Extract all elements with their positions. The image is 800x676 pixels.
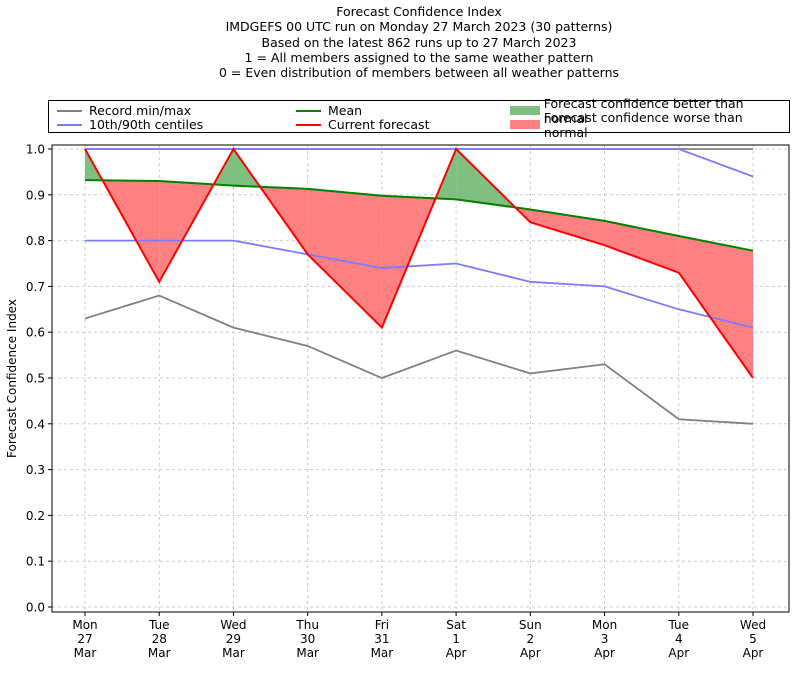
x-tick-label: 1 bbox=[452, 632, 460, 646]
chart-subtitle-scale-max: 1 = All members assigned to the same wea… bbox=[244, 49, 594, 65]
x-tick-label: Sat bbox=[446, 618, 466, 632]
x-tick-label: Apr bbox=[446, 646, 467, 660]
x-tick-label: 29 bbox=[226, 632, 241, 646]
legend-swatch-worse bbox=[510, 120, 540, 129]
x-tick-label: Thu bbox=[295, 618, 319, 632]
y-tick-label: 0.0 bbox=[26, 601, 45, 615]
chart-subtitle-run: IMDGEFS 00 UTC run on Monday 27 March 20… bbox=[225, 19, 613, 35]
x-tick-label: Mar bbox=[296, 646, 319, 660]
x-tick-label: 4 bbox=[675, 632, 683, 646]
legend-item-centiles: 10th/90th centiles bbox=[57, 117, 203, 132]
legend-label-worse: Forecast confidence worse than normal bbox=[543, 109, 743, 140]
x-tick-label: Tue bbox=[668, 618, 690, 632]
chart-subtitle-basis: Based on the latest 862 runs up to 27 Ma… bbox=[261, 34, 577, 50]
x-tick-label: 27 bbox=[77, 632, 92, 646]
y-tick-label: 0.5 bbox=[26, 372, 45, 386]
legend-item-worse: Forecast confidence worse than normal bbox=[510, 110, 789, 140]
y-tick-label: 0.3 bbox=[26, 463, 45, 477]
legend-swatch-mean bbox=[296, 109, 321, 112]
legend: Record min/max 10th/90th centiles Mean C… bbox=[48, 96, 790, 140]
legend-item-record: Record min/max bbox=[57, 103, 191, 118]
x-tick-label: 2 bbox=[527, 632, 535, 646]
legend-label-better: Forecast confidence better than normal bbox=[543, 95, 744, 126]
x-tick-label: 28 bbox=[152, 632, 167, 646]
chart-title: Forecast Confidence Index bbox=[336, 4, 502, 19]
y-tick-label: 0.7 bbox=[26, 280, 45, 294]
series-line-record-min bbox=[84, 294, 754, 425]
x-tick-label: Mar bbox=[371, 646, 394, 660]
legend-item-current: Current forecast bbox=[296, 117, 429, 132]
legend-label-centiles: 10th/90th centiles bbox=[89, 117, 204, 132]
y-tick-label: 0.8 bbox=[26, 234, 45, 248]
x-tick-label: Apr bbox=[594, 646, 615, 660]
x-tick-label: 31 bbox=[374, 632, 389, 646]
x-tick-label: 30 bbox=[300, 632, 315, 646]
y-axis-ticks: 0.0 0.1 0.2 0.3 0.4 0.5 0.6 0.7 0.8 0.9 1.0 bbox=[26, 143, 52, 615]
y-tick-label: 0.6 bbox=[26, 326, 45, 340]
x-tick-label: Tue bbox=[148, 618, 170, 632]
x-tick-label: Apr bbox=[668, 646, 689, 660]
legend-item-mean: Mean bbox=[296, 103, 362, 118]
x-tick-label: Wed bbox=[220, 618, 246, 632]
x-tick-label: 5 bbox=[749, 632, 757, 646]
y-tick-label: 0.4 bbox=[26, 417, 45, 431]
x-tick-label: Mon bbox=[72, 618, 97, 632]
series-lines bbox=[84, 147, 754, 425]
series-line-current-forecast bbox=[84, 147, 754, 379]
chart-title-block: Forecast Confidence Index IMDGEFS 00 UTC… bbox=[0, 4, 800, 80]
x-tick-label: Sun bbox=[519, 618, 542, 632]
x-tick-label: Apr bbox=[743, 646, 764, 660]
y-axis-label: Forecast Confidence Index bbox=[5, 299, 19, 458]
x-tick-label: Mar bbox=[74, 646, 97, 660]
x-tick-label: Mon bbox=[592, 618, 617, 632]
legend-swatch-centiles bbox=[57, 123, 82, 126]
legend-swatch-better bbox=[510, 106, 540, 115]
y-tick-label: 0.2 bbox=[26, 509, 45, 523]
y-tick-label: 1.0 bbox=[26, 143, 45, 157]
x-tick-label: Wed bbox=[740, 618, 766, 632]
x-tick-label: Apr bbox=[520, 646, 541, 660]
series-line-10th-centile bbox=[85, 239, 754, 329]
legend-label-mean: Mean bbox=[328, 103, 363, 118]
chart-subtitle-scale-min: 0 = Even distribution of members between… bbox=[218, 65, 620, 81]
legend-label-record: Record min/max bbox=[89, 103, 192, 118]
x-axis-ticks: Mon27MarTue28MarWed29MarThu30MarFri31Mar… bbox=[72, 612, 766, 660]
x-tick-label: Fri bbox=[375, 618, 389, 632]
legend-item-better: Forecast confidence better than normal bbox=[510, 96, 789, 126]
x-tick-label: Mar bbox=[222, 646, 245, 660]
y-tick-label: 0.1 bbox=[26, 555, 45, 569]
series-line-90th-centile bbox=[85, 148, 754, 178]
y-tick-label: 0.9 bbox=[26, 188, 45, 202]
fill-worse-than-normal bbox=[307, 188, 382, 328]
series-line-mean bbox=[84, 179, 754, 252]
fill-worse-than-normal bbox=[678, 236, 753, 378]
x-tick-label: 3 bbox=[601, 632, 609, 646]
legend-swatch-record bbox=[57, 109, 82, 112]
x-tick-label: Mar bbox=[148, 646, 171, 660]
fill-worse-than-normal bbox=[604, 220, 679, 273]
legend-label-current: Current forecast bbox=[328, 117, 430, 132]
legend-swatch-current bbox=[296, 123, 321, 126]
